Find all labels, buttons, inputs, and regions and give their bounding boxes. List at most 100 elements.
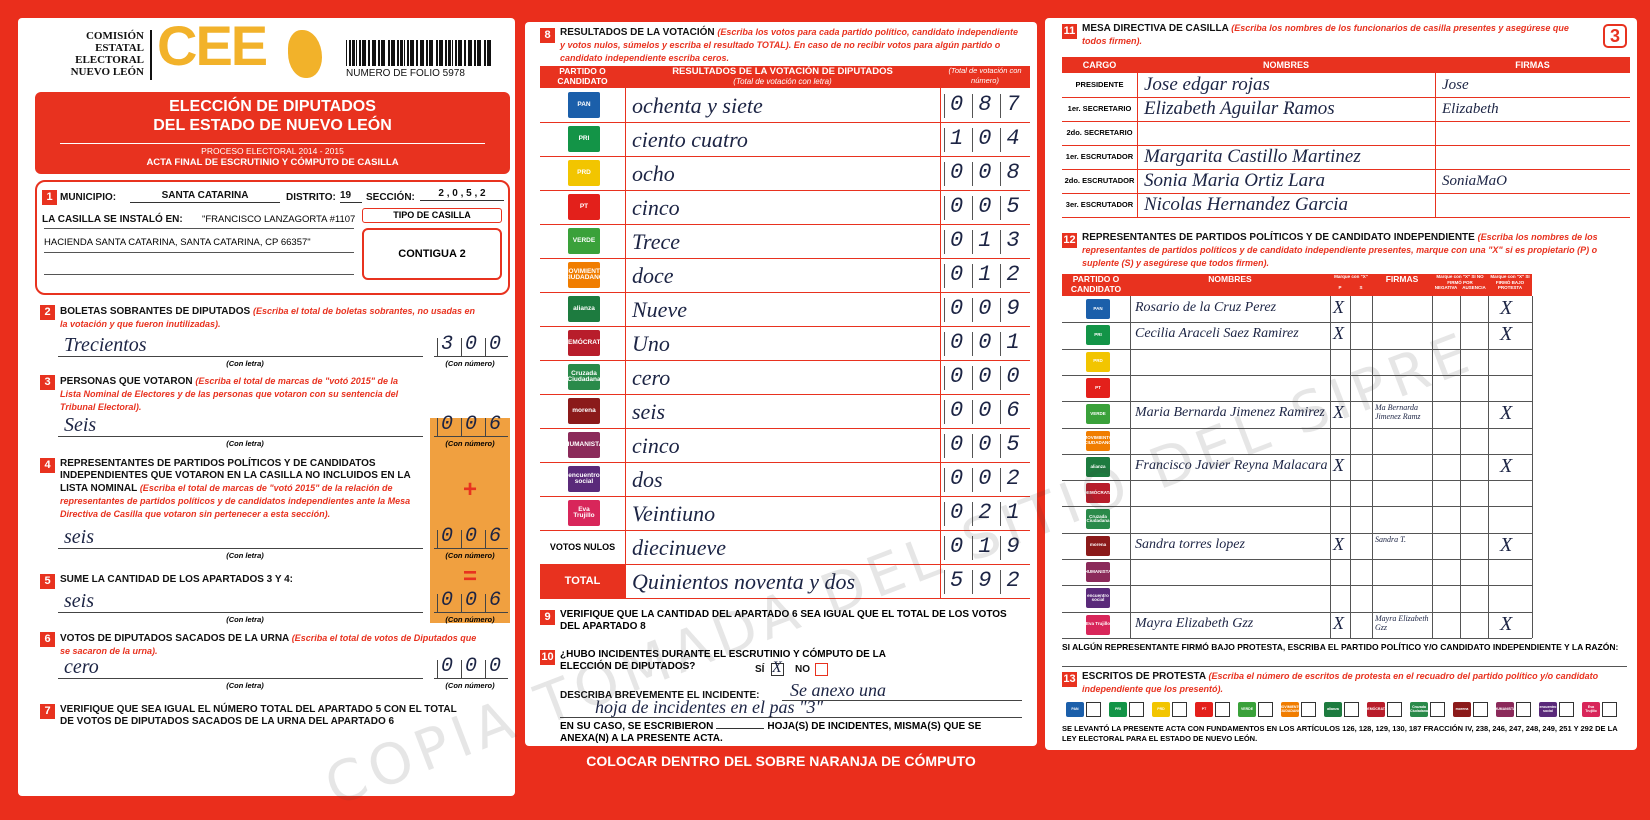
section-heading: VERIFIQUE QUE SEA IGUAL EL NÚMERO TOTAL … — [60, 704, 460, 728]
rule — [434, 678, 508, 679]
barcode-bar — [352, 40, 356, 66]
written-value: Nueve — [632, 297, 687, 322]
commission-line: ELECTORAL — [75, 54, 144, 66]
protest-box — [1602, 702, 1617, 717]
section-note: (Escriba el total de boletas sobrantes, … — [60, 306, 476, 329]
number-value: 006 — [441, 589, 514, 612]
folio: NUMERO DE FOLIO 5978 — [346, 68, 465, 79]
mark: X — [1500, 402, 1513, 425]
rule — [1000, 94, 1001, 118]
rule — [1062, 348, 1532, 350]
rule — [940, 88, 941, 598]
rule — [540, 292, 1030, 293]
party-logo: morena — [1453, 702, 1471, 717]
rule — [1062, 97, 1630, 98]
rule — [1062, 121, 1630, 122]
barcode-bar — [381, 40, 385, 66]
section-heading: RESULTADOS DE LA VOTACIÓN (Escriba los v… — [560, 26, 1020, 65]
mark: X — [1500, 323, 1513, 346]
barcode-bar — [406, 40, 409, 66]
section-title: PERSONAS QUE VOTARON — [60, 376, 193, 387]
party-name: Eva Trujillo — [1086, 621, 1110, 627]
section-number: 8 — [540, 28, 555, 43]
rule — [1062, 217, 1630, 218]
party-logo: DEMÓCRATA — [1367, 702, 1385, 717]
checkbox — [771, 663, 784, 676]
barcode-bar — [365, 40, 367, 66]
rule — [944, 434, 945, 458]
party-name: morena — [572, 406, 596, 414]
party-logo: alianza — [1324, 702, 1342, 717]
column-header: NOMBRES — [1262, 60, 1309, 70]
rule — [972, 400, 973, 424]
mark: X — [1500, 533, 1513, 556]
rule — [972, 536, 973, 560]
written-value: ciento cuatro — [632, 127, 748, 152]
party-logo: MOVIMIENTO CIUDADANO — [568, 262, 600, 288]
rule — [485, 660, 486, 678]
barcode-bar — [368, 40, 371, 66]
barcode-bar — [413, 40, 415, 66]
barcode-bar — [477, 40, 481, 66]
section-1-box — [35, 180, 510, 295]
rule — [625, 88, 626, 598]
rule — [1000, 502, 1001, 526]
mark: X — [1333, 402, 1344, 423]
party-name: Cruzada Ciudadana — [1410, 705, 1428, 713]
rule — [1062, 666, 1627, 667]
section-note: (Escriba el total de marcas de "votó 201… — [60, 376, 399, 412]
label: (Con letra) — [226, 439, 264, 448]
rule — [58, 612, 423, 613]
section-number: 10 — [540, 650, 555, 665]
section-heading: REPRESENTANTES DE PARTIDOS POLÍTICOS Y D… — [1082, 231, 1627, 270]
party-name: PRI — [578, 134, 590, 142]
party-logo: Eva Trujillo — [1582, 702, 1600, 717]
number-value: 013 — [950, 228, 1035, 253]
party-logo: VERDE — [1238, 702, 1256, 717]
table-header — [1062, 57, 1630, 73]
rule — [540, 122, 1030, 123]
party-name: VERDE — [1090, 410, 1106, 416]
rule — [944, 162, 945, 186]
rule — [1000, 468, 1001, 492]
rule — [461, 418, 462, 436]
panel-middle — [525, 22, 1037, 746]
barcode-bar — [435, 40, 438, 66]
party-logo: PT — [1195, 702, 1213, 717]
rule — [540, 496, 1030, 497]
rule — [1062, 169, 1630, 170]
party-name: PT — [1095, 384, 1101, 390]
rule — [434, 436, 508, 437]
section-number: 12 — [1062, 233, 1077, 248]
representative-name: Rosario de la Cruz Perez — [1135, 300, 1277, 315]
label: (Con número) — [445, 551, 495, 560]
rule — [972, 332, 973, 356]
party-name: PAN — [577, 100, 591, 108]
column-header: FIRMAS — [1515, 60, 1550, 70]
protest-box — [1430, 702, 1445, 717]
number-value: 009 — [950, 296, 1035, 321]
section-number: 3 — [40, 375, 55, 390]
party-name: PRI — [1094, 332, 1102, 338]
party-name: morena — [1089, 542, 1107, 548]
party-logo: PRI — [568, 126, 600, 152]
barcode-bar — [384, 40, 386, 66]
barcode-bar — [490, 40, 491, 66]
number-value: 001 — [950, 330, 1035, 355]
barcode-bar — [403, 40, 405, 66]
barcode-bar — [474, 40, 476, 66]
party-logo: HUMANISTA — [568, 432, 600, 458]
number-value: 006 — [950, 398, 1035, 423]
party-logo: DEMÓCRATA — [568, 330, 600, 356]
barcode-bar — [355, 40, 357, 66]
rule — [461, 594, 462, 612]
number-value: 002 — [950, 466, 1035, 491]
section-heading: BOLETAS SOBRANTES DE DIPUTADOS (Escriba … — [60, 305, 480, 331]
column-header: NOMBRES — [1208, 274, 1252, 284]
rule — [540, 326, 1030, 327]
party-logo: PRD — [568, 160, 600, 186]
rule — [540, 190, 1030, 191]
party-name: PRI — [1115, 706, 1121, 711]
rule — [1062, 427, 1532, 429]
